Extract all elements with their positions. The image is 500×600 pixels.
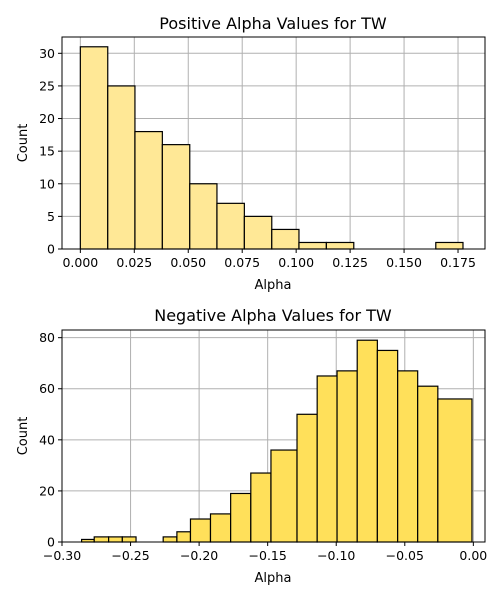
histogram-bar [162,536,178,543]
y-tick-label: 80 [39,330,55,345]
histogram-bar [243,215,273,250]
histogram-bar [189,183,218,250]
y-tick-label: 30 [39,46,55,61]
y-axis-label: Count [16,417,31,456]
histogram-bar [79,46,109,250]
histogram-bar [435,241,464,250]
histogram-bar [270,449,298,543]
x-tick-label: 0.175 [440,255,476,270]
x-tick-label: 0.125 [332,255,368,270]
x-tick-label: −0.15 [249,548,287,563]
histogram-bar [161,144,191,250]
plot-frame [61,329,486,543]
y-tick-label: 5 [47,209,55,224]
ticks: 0.000 0.025 0.050 0.075 0.100 0.125 0.150 0.175… [39,46,476,270]
x-tick-label: 0.075 [224,255,260,270]
positive-alpha-chart: Positive Alpha Values for TW Alpha Count… [16,14,486,293]
x-axis-label: Alpha [255,278,292,293]
histogram-bar [209,513,232,543]
y-tick-label: 40 [39,432,55,447]
y-tick-label: 10 [39,176,55,191]
y-axis-label: Count [16,124,31,163]
chart-title: Positive Alpha Values for TW [159,14,387,33]
histogram-bar [417,385,439,543]
x-tick-label: −0.20 [180,548,218,563]
y-tick-label: 0 [47,535,55,550]
x-tick-label: 0.000 [62,255,98,270]
chart-title: Negative Alpha Values for TW [154,306,392,325]
x-tick-label: −0.30 [43,548,81,563]
histogram-bar [356,339,378,543]
histogram-bar [437,398,473,543]
histogram-bar [298,241,327,250]
histogram-bar [376,349,399,543]
y-tick-label: 20 [39,483,55,498]
histogram-bar [397,370,419,543]
histogram-bar [271,228,300,250]
histogram-bar [107,85,136,250]
x-axis-label: Alpha [255,571,292,586]
histogram-bar [250,472,272,543]
x-tick-label: −0.05 [386,548,424,563]
x-tick-label: 0.150 [386,255,422,270]
histogram-bar [230,492,252,543]
y-tick-label: 0 [47,242,55,257]
histogram-bar [176,531,192,543]
histogram-bar [316,375,338,543]
y-tick-label: 25 [39,78,55,93]
histogram-bar [134,130,163,250]
y-tick-label: 20 [39,111,55,126]
x-tick-label: 0.00 [459,548,487,563]
x-tick-label: 0.100 [278,255,314,270]
histogram-bar [121,536,137,543]
plot-frame [61,36,486,250]
histogram-bar [108,536,123,543]
y-tick-label: 60 [39,381,55,396]
bars [79,46,464,250]
y-tick-label: 15 [39,144,55,159]
histogram-bar [325,241,355,250]
histogram-bar [216,202,245,250]
ticks: −0.30 −0.25 −0.20 −0.15 −0.10 −0.05 0.00 0 20 40 6… [39,330,487,563]
x-tick-label: −0.10 [317,548,355,563]
histogram-bar [296,413,318,543]
x-tick-label: −0.25 [111,548,149,563]
histogram-bar [189,518,212,543]
histogram-bar [336,370,358,543]
x-tick-label: 0.050 [170,255,206,270]
x-tick-label: 0.025 [116,255,152,270]
bars [81,339,473,543]
negative-alpha-chart: Negative Alpha Values for TW Alpha Count… [16,306,487,586]
histogram-bar [93,536,110,543]
